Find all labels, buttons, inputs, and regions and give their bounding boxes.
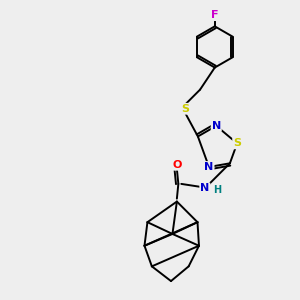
Text: N: N bbox=[212, 121, 221, 131]
Text: N: N bbox=[200, 183, 209, 193]
Text: S: S bbox=[233, 138, 241, 148]
Text: H: H bbox=[213, 185, 221, 195]
Text: N: N bbox=[204, 162, 214, 172]
Text: F: F bbox=[211, 10, 218, 20]
Text: O: O bbox=[172, 160, 182, 170]
Text: S: S bbox=[181, 104, 189, 114]
